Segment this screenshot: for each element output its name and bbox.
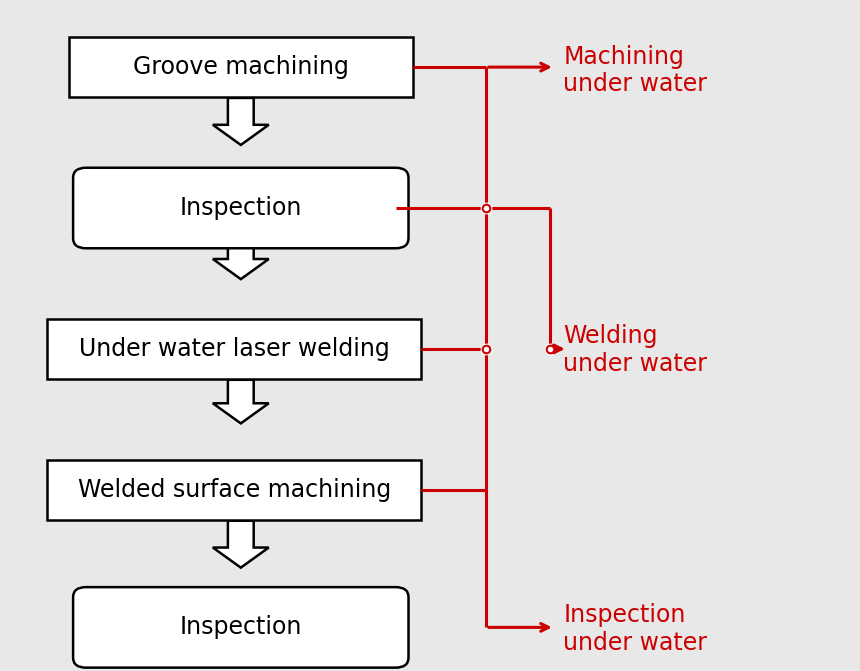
Text: Inspection: Inspection — [180, 615, 302, 639]
FancyBboxPatch shape — [73, 168, 408, 248]
FancyBboxPatch shape — [47, 319, 421, 379]
FancyBboxPatch shape — [73, 587, 408, 668]
Polygon shape — [213, 98, 268, 145]
Text: Welded surface machining: Welded surface machining — [77, 478, 391, 502]
Polygon shape — [213, 380, 268, 423]
Text: Welding
under water: Welding under water — [563, 324, 707, 376]
Text: Machining
under water: Machining under water — [563, 44, 707, 97]
Polygon shape — [213, 521, 268, 568]
Text: Inspection
under water: Inspection under water — [563, 603, 707, 656]
Text: Groove machining: Groove machining — [132, 55, 349, 79]
Text: Inspection: Inspection — [180, 196, 302, 220]
FancyBboxPatch shape — [69, 37, 413, 97]
FancyBboxPatch shape — [47, 460, 421, 520]
Polygon shape — [213, 239, 268, 279]
Text: Under water laser welding: Under water laser welding — [79, 337, 390, 361]
